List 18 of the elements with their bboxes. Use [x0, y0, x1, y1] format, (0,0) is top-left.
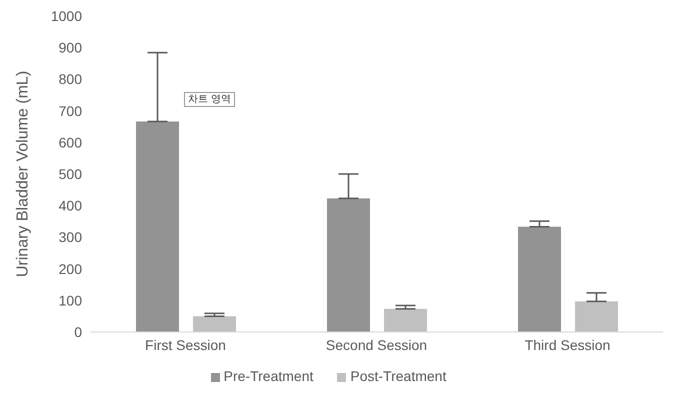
y-axis-title: Urinary Bladder Volume (mL)	[14, 70, 32, 278]
x-tick-label: Third Session	[524, 336, 610, 353]
y-tick-label: 400	[58, 198, 82, 214]
y-tick-label: 500	[58, 166, 82, 182]
y-tick-label: 800	[58, 71, 82, 88]
y-tick-label: 900	[58, 40, 82, 56]
legend-label: Pre-Treatment	[224, 368, 314, 384]
tooltip-box: 차트 영역	[184, 92, 236, 107]
y-tick-label: 100	[58, 292, 82, 308]
y-tick-label: 200	[58, 260, 82, 277]
y-tick-label: 700	[58, 102, 82, 119]
y-tick-label: 1000	[50, 8, 82, 24]
y-tick-label: 600	[58, 134, 82, 150]
x-tick-label: Second Session	[326, 336, 428, 353]
y-tick-label: 300	[58, 229, 82, 246]
y-tick-label: 0	[74, 324, 82, 340]
legend-label: Post-Treatment	[350, 368, 446, 384]
x-tick-label: First Session	[145, 336, 226, 353]
